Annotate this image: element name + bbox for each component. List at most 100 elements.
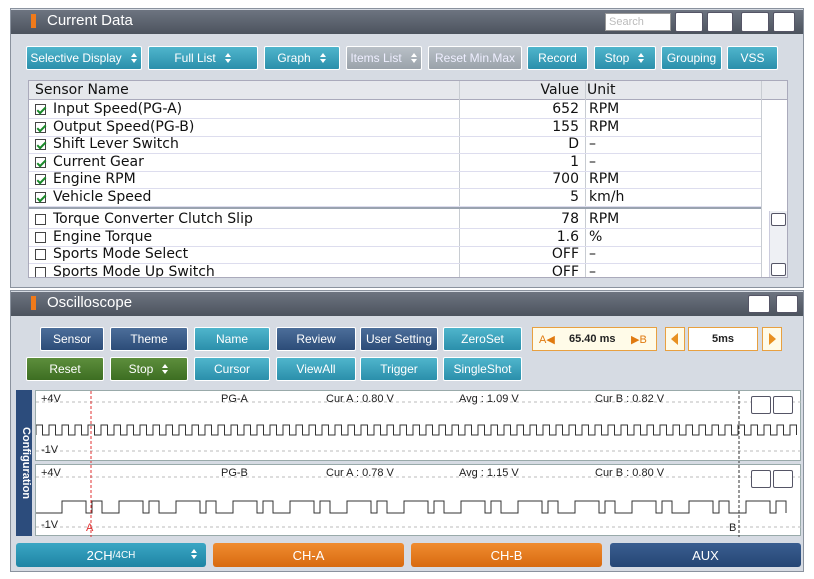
toolbar-button[interactable]: Record bbox=[527, 46, 588, 70]
toolbar-button[interactable]: Graph bbox=[264, 46, 340, 70]
trace bbox=[36, 500, 787, 514]
button-label: VSS bbox=[740, 51, 765, 65]
cursor-b[interactable]: ▶B bbox=[631, 334, 647, 346]
sensor-name: Sports Mode Up Switch bbox=[53, 263, 215, 278]
row-line bbox=[29, 135, 761, 137]
scroll-arrow[interactable] bbox=[771, 263, 786, 276]
button-label: Record bbox=[538, 51, 577, 65]
sensor-value: 155 bbox=[552, 118, 579, 135]
checkbox[interactable] bbox=[35, 156, 46, 168]
checkbox[interactable] bbox=[35, 249, 46, 261]
dropdown-icon bbox=[410, 53, 417, 63]
row-line bbox=[29, 118, 761, 119]
scope-button[interactable]: Name bbox=[194, 327, 270, 351]
sensor-name: Sports Mode Select bbox=[53, 246, 189, 263]
channel-name: PG-B bbox=[221, 467, 248, 479]
toolbar-button[interactable]: Items List bbox=[346, 46, 422, 70]
toolbar-button[interactable]: Grouping bbox=[661, 46, 722, 70]
row-line bbox=[29, 153, 761, 155]
button-label: Stop bbox=[604, 51, 630, 65]
toolbar-button[interactable]: Stop bbox=[594, 46, 656, 70]
checkbox[interactable] bbox=[35, 139, 46, 151]
button-label: Sensor bbox=[52, 332, 92, 346]
cursor-b-value: Cur B : 0.80 V bbox=[595, 467, 665, 479]
side-tab[interactable]: Configuration bbox=[16, 390, 32, 536]
dropdown-icon bbox=[319, 53, 326, 63]
scope-button[interactable]: Sensor bbox=[40, 327, 104, 351]
sensor-unit: km/h bbox=[589, 189, 625, 205]
scope-button[interactable]: Reset bbox=[26, 357, 104, 381]
sensor-name: Engine Torque bbox=[53, 228, 153, 245]
toolbar-icon[interactable] bbox=[773, 12, 795, 32]
column-divider bbox=[761, 81, 762, 277]
checkbox[interactable] bbox=[35, 104, 46, 115]
column-header[interactable]: Unit bbox=[587, 82, 616, 98]
window-icon[interactable] bbox=[776, 295, 798, 313]
search-box[interactable]: Search bbox=[605, 13, 671, 31]
sensor-value: 5 bbox=[570, 189, 579, 205]
scope-button[interactable]: ZeroSet bbox=[443, 327, 522, 351]
column-header[interactable]: Sensor Name bbox=[35, 82, 129, 98]
column-divider bbox=[585, 81, 586, 277]
scope-button[interactable]: SingleShot bbox=[443, 357, 522, 381]
dropdown-icon bbox=[191, 548, 197, 559]
window-icon[interactable] bbox=[748, 295, 770, 313]
toolbar-button[interactable]: Selective Display bbox=[26, 46, 142, 70]
time-arrow[interactable] bbox=[762, 327, 782, 351]
toolbar-icon[interactable] bbox=[741, 12, 769, 32]
zoom-button[interactable] bbox=[751, 396, 771, 414]
sensor-unit: RPM bbox=[589, 211, 620, 227]
toolbar-button[interactable]: Reset Min.Max bbox=[428, 46, 522, 70]
sensor-unit: RPM bbox=[589, 171, 620, 188]
button-label: SingleShot bbox=[453, 362, 512, 376]
checkbox[interactable] bbox=[35, 266, 46, 277]
channel-tab[interactable]: CH-A bbox=[213, 543, 404, 567]
scope-button[interactable]: ViewAll bbox=[276, 357, 356, 381]
zoom-button[interactable] bbox=[773, 396, 793, 414]
column-header[interactable]: Value bbox=[540, 82, 579, 98]
sensor-unit: – bbox=[589, 263, 596, 278]
channel-tab[interactable]: 2CH/4CH bbox=[16, 543, 206, 567]
scope-button[interactable]: User Setting bbox=[360, 327, 438, 351]
toolbar-button[interactable]: VSS bbox=[727, 46, 778, 70]
checkbox[interactable] bbox=[35, 192, 46, 203]
channel-tab[interactable]: AUX bbox=[610, 543, 801, 567]
sensor-unit: – bbox=[589, 246, 596, 263]
sensor-unit: RPM bbox=[589, 101, 620, 117]
cursor-time: 65.40 ms bbox=[569, 333, 616, 345]
cursor-box: A◀ 65.40 ms ▶B bbox=[532, 327, 657, 351]
max-label: +4V bbox=[41, 467, 61, 479]
button-label: Grouping bbox=[666, 51, 717, 65]
scroll-arrow[interactable] bbox=[771, 213, 786, 226]
scope-button[interactable]: Review bbox=[276, 327, 356, 351]
toolbar-button[interactable]: Full List bbox=[148, 46, 258, 70]
zoom-button[interactable] bbox=[773, 470, 793, 488]
checkbox[interactable] bbox=[35, 174, 46, 186]
scope-button[interactable]: Trigger bbox=[360, 357, 438, 381]
plot-area: +4V -1V PG-B Cur A : 0.78 V Avg : 1.15 V Cur … bbox=[35, 464, 802, 537]
cursor-a[interactable]: A◀ bbox=[539, 334, 555, 346]
button-label: Full List bbox=[174, 51, 216, 65]
scope-button[interactable]: Cursor bbox=[194, 357, 270, 381]
channel-tab[interactable]: CH-B bbox=[411, 543, 602, 567]
scope-button[interactable]: Theme bbox=[110, 327, 188, 351]
current-data-title: Current Data bbox=[11, 10, 803, 34]
scope-button[interactable]: Stop bbox=[110, 357, 188, 381]
sensor-name: Engine RPM bbox=[53, 171, 136, 188]
scrollbar[interactable] bbox=[769, 211, 787, 277]
arrow-icon bbox=[671, 333, 678, 345]
dropdown-icon bbox=[130, 53, 137, 63]
toolbar-icon[interactable] bbox=[675, 12, 703, 32]
checkbox[interactable] bbox=[35, 121, 46, 133]
zoom-button[interactable] bbox=[751, 470, 771, 488]
button-label: ZeroSet bbox=[461, 332, 504, 346]
time-arrow[interactable] bbox=[665, 327, 685, 351]
toolbar-icon[interactable] bbox=[707, 12, 733, 32]
checkbox[interactable] bbox=[35, 214, 46, 225]
min-label: -1V bbox=[41, 444, 59, 456]
sensor-unit: – bbox=[589, 136, 596, 153]
button-label: User Setting bbox=[365, 332, 433, 346]
checkbox[interactable] bbox=[35, 231, 46, 243]
sensor-name: Input Speed(PG-A) bbox=[53, 101, 183, 117]
